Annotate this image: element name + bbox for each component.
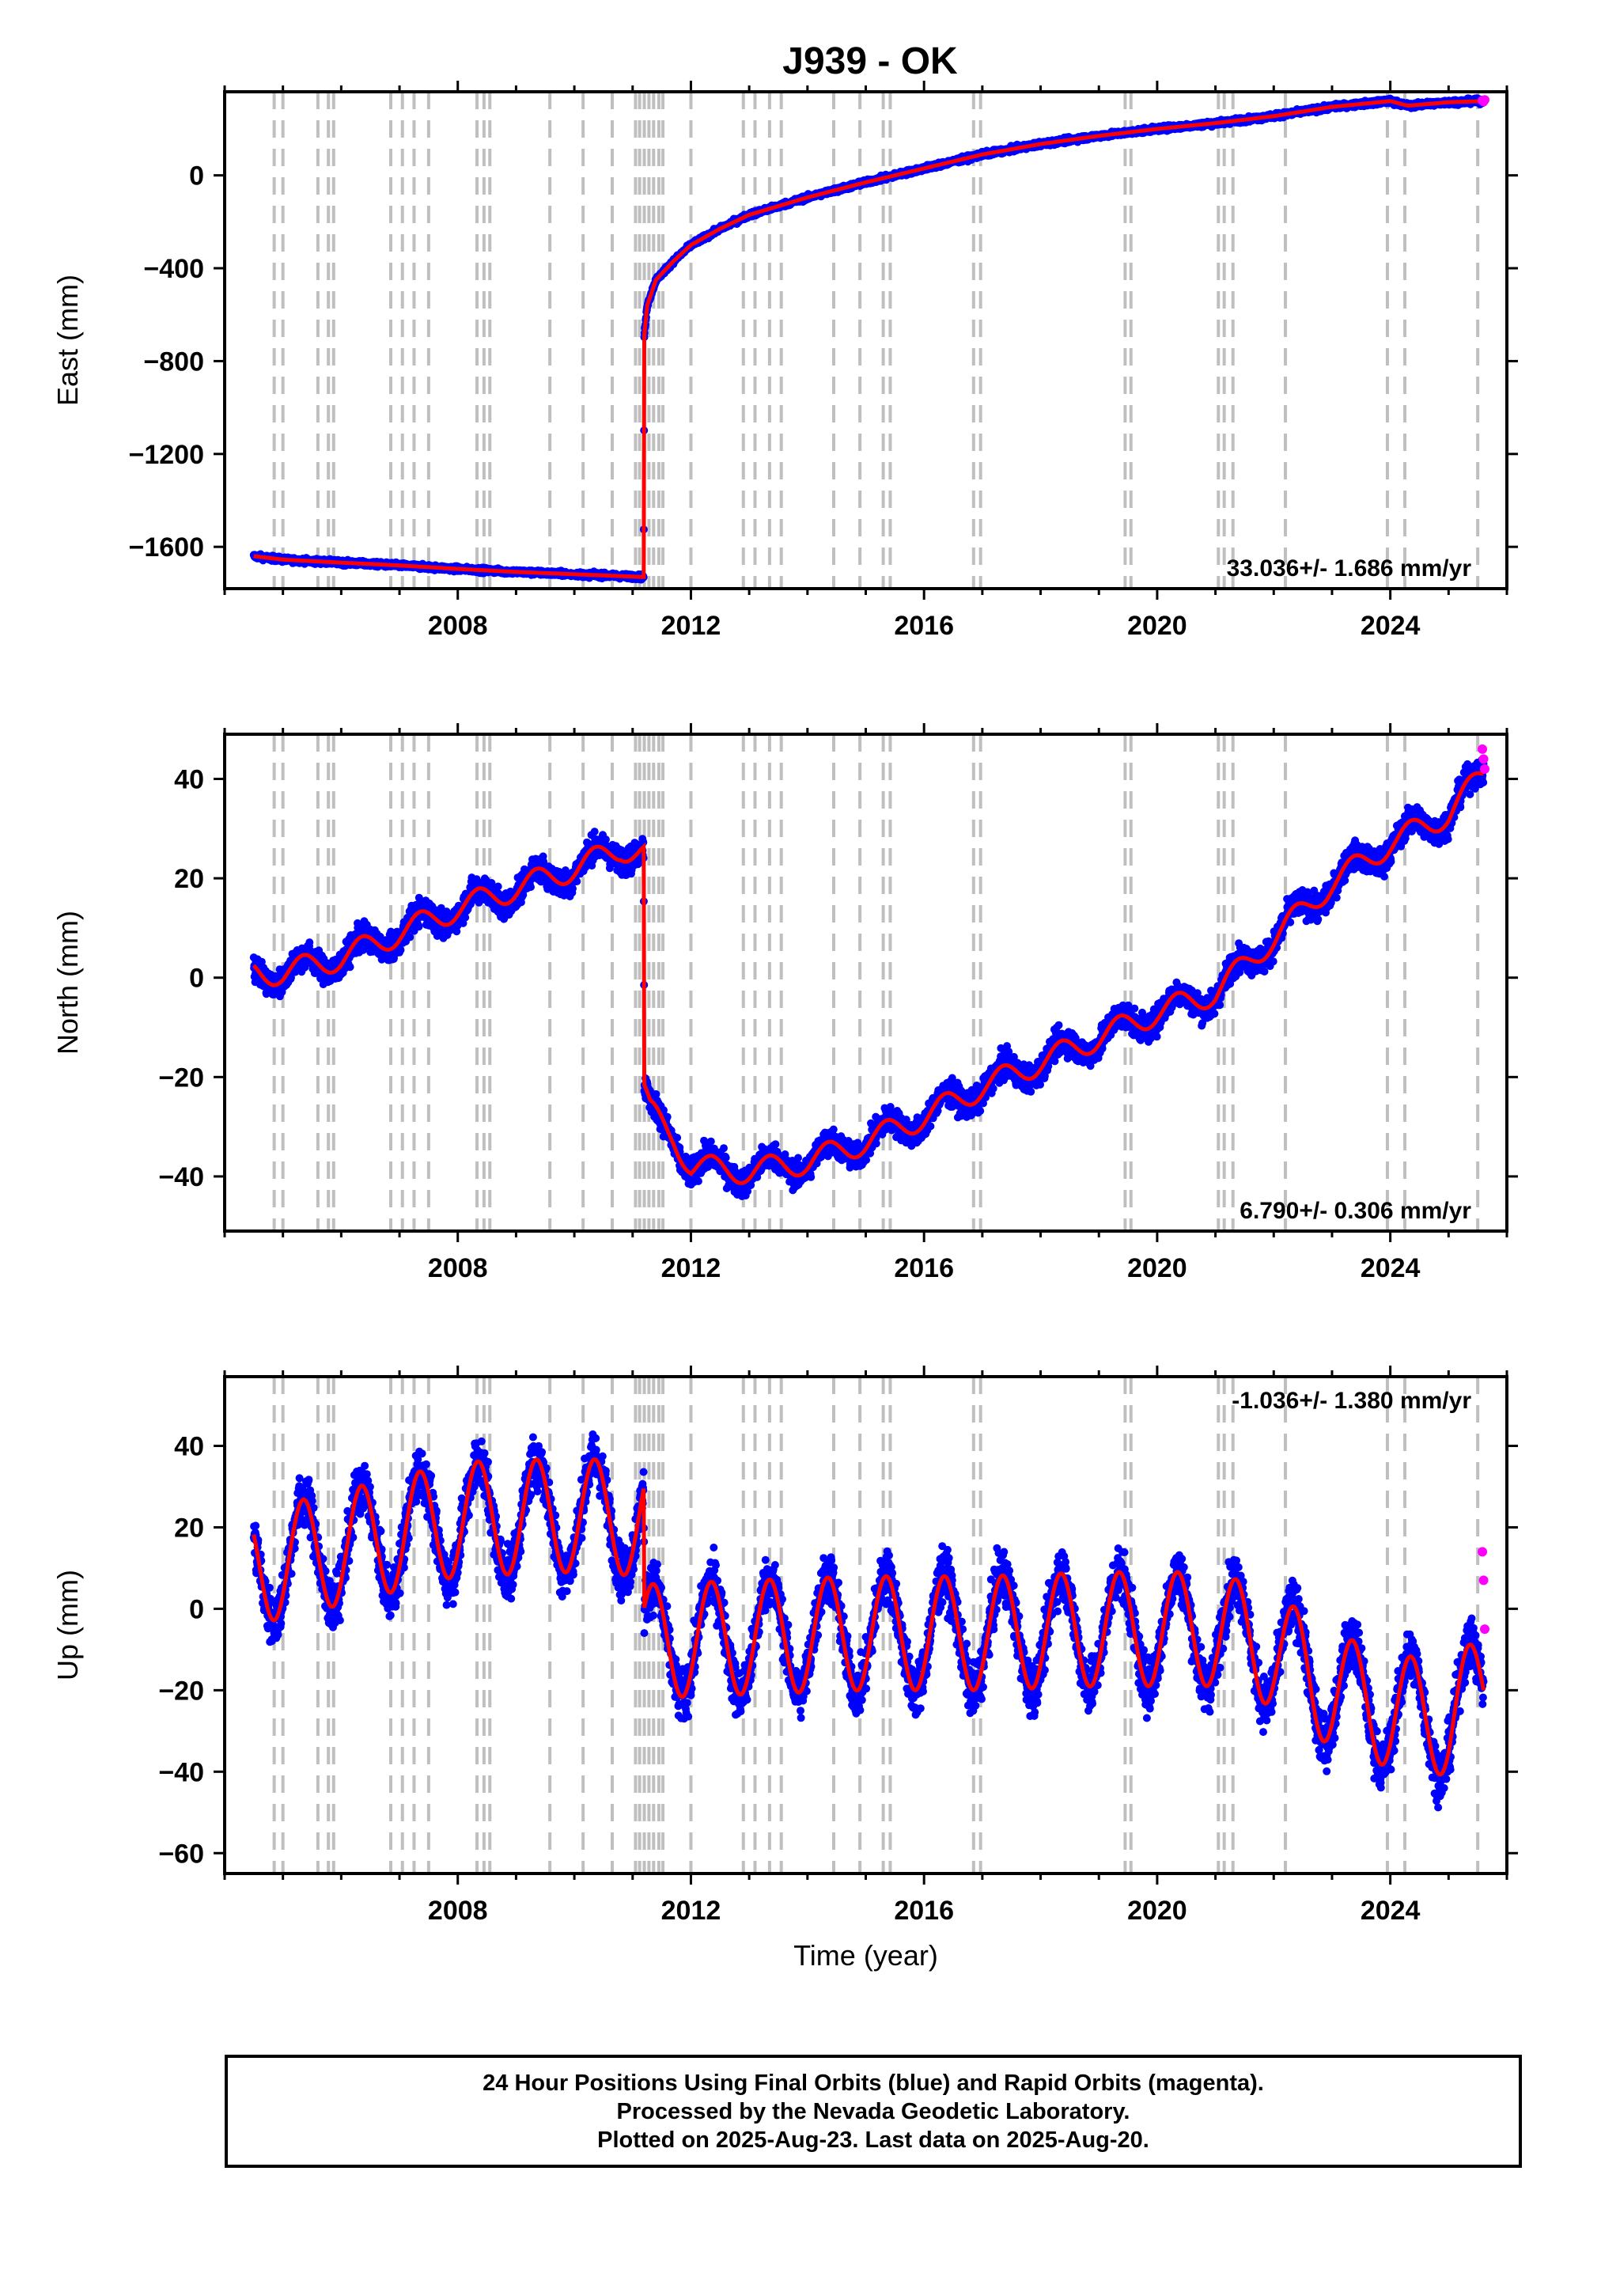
final-orbit-points [249,94,1488,584]
chart-title: J939 - OK [782,40,958,82]
panel-east: 2008 2012 2016 2020 2024−1600−1200−800−4000E… [51,81,1518,641]
panels: 2008 2012 2016 2020 2024−1600−1200−800−4000E… [51,81,1518,1972]
event-lines [272,92,1480,589]
